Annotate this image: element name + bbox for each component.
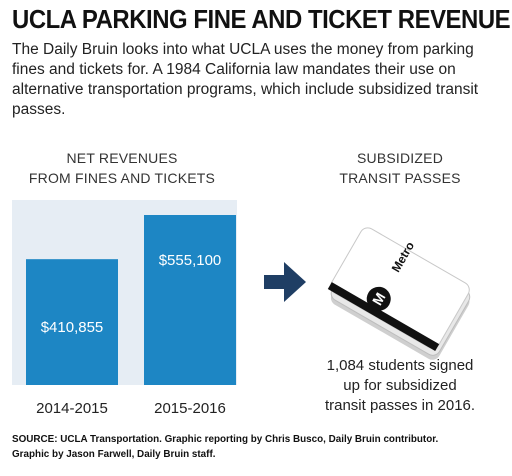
metro-card-icon: M Metro [327, 227, 471, 360]
chart-heading-line-1: NET REVENUES [66, 150, 178, 166]
chart-heading-line-2: FROM FINES AND TICKETS [28, 170, 216, 186]
transit-heading: SUBSIDIZED TRANSIT PASSES [300, 148, 500, 188]
bar-2014-2015 [26, 259, 118, 385]
bar-2015-2016 [144, 215, 236, 385]
x-tick-label: 2015-2016 [154, 400, 226, 417]
stat-line-1: 1,084 students signed [326, 357, 474, 374]
stat-line-3: transit passes in 2016. [324, 397, 476, 414]
page-title: UCLA PARKING FINE AND TICKET REVENUE [12, 4, 511, 34]
chart-heading: NET REVENUES FROM FINES AND TICKETS [12, 148, 232, 188]
stat-line-2: up for subsidized [343, 377, 457, 394]
x-tick-label: 2014-2015 [36, 400, 108, 417]
bar-value-label: $555,100 [159, 252, 222, 269]
transit-heading-line-1: SUBSIDIZED [356, 150, 443, 166]
revenue-chart: $410,855 2014-2015 $555,100 2015-2016 M Met… [12, 200, 471, 417]
transit-heading-line-2: TRANSIT PASSES [339, 170, 461, 186]
bar-value-label: $410,855 [41, 319, 104, 336]
stat-text: 1,084 students signed up for subsidized … [300, 356, 500, 416]
source-note: SOURCE: UCLA Transportation. Graphic rep… [12, 433, 439, 460]
arrow-icon [264, 262, 306, 302]
subtitle: The Daily Bruin looks into what UCLA use… [12, 41, 479, 118]
